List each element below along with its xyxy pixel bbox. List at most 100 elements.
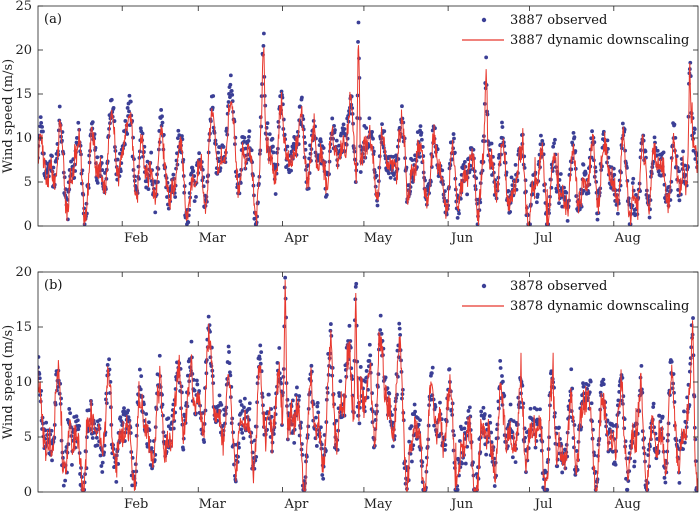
observed-point [560, 470, 565, 475]
observed-point [276, 120, 281, 124]
observed-point [612, 172, 617, 177]
y-tick-label: 25 [15, 0, 32, 14]
observed-point [506, 189, 511, 193]
observed-point [558, 172, 563, 176]
x-tick-label: Jun [449, 497, 474, 512]
observed-point [397, 321, 402, 326]
observed-point [229, 89, 234, 93]
observed-point [572, 423, 577, 427]
observed-point [420, 480, 425, 484]
observed-point [509, 175, 514, 180]
observed-point [100, 168, 105, 172]
observed-point [328, 322, 333, 326]
observed-point [115, 157, 120, 162]
observed-point [62, 175, 67, 180]
y-tick-label: 15 [15, 87, 32, 102]
x-tick-label: Jul [533, 497, 553, 512]
downscaling-line [38, 45, 698, 226]
y-axis-label: Wind speed (m/s) [1, 59, 16, 173]
observed-point [540, 138, 545, 143]
observed-point [51, 165, 56, 170]
observed-point [419, 137, 424, 142]
observed-point [242, 135, 247, 140]
observed-point [138, 387, 143, 392]
observed-point [378, 313, 383, 318]
observed-point [586, 383, 591, 387]
observed-point [259, 350, 264, 355]
observed-point [95, 180, 100, 185]
y-tick-label: 5 [24, 175, 32, 190]
observed-point [40, 124, 44, 129]
observed-point [39, 120, 44, 125]
observed-point [354, 281, 359, 286]
y-tick-label: 10 [15, 375, 32, 390]
observed-point [397, 326, 402, 331]
observed-point [557, 425, 561, 430]
observed-point [345, 136, 350, 141]
observed-point [357, 421, 362, 426]
observed-point [407, 439, 412, 444]
observed-point [128, 99, 133, 104]
observed-point [581, 384, 586, 389]
observed-point [266, 392, 271, 397]
x-tick-label: May [364, 497, 393, 512]
observed-point [374, 173, 379, 178]
observed-point [122, 406, 126, 410]
x-tick-label: Mar [199, 231, 227, 246]
observed-point [420, 145, 425, 149]
observed-point [386, 171, 391, 176]
observed-point [601, 382, 606, 387]
observed-point [228, 95, 232, 100]
observed-point [247, 135, 251, 139]
observed-point [593, 165, 598, 170]
observed-point [420, 460, 425, 464]
observed-point [192, 388, 197, 393]
observed-point [314, 136, 318, 141]
observed-point [367, 359, 372, 363]
observed-point [257, 356, 262, 361]
observed-point [643, 149, 648, 154]
observed-point [61, 483, 66, 488]
observed-point [149, 150, 154, 155]
y-tick-label: 5 [24, 430, 32, 445]
observed-point [630, 203, 635, 208]
observed-point [418, 124, 423, 129]
observed-point [524, 189, 528, 194]
observed-point [378, 328, 383, 332]
observed-point [395, 374, 400, 379]
observed-point [622, 426, 627, 431]
observed-point [672, 390, 676, 395]
observed-point [189, 339, 194, 344]
observed-point [467, 405, 472, 410]
observed-point [302, 135, 307, 139]
observed-point [175, 151, 179, 156]
observed-point [383, 375, 388, 380]
observed-point [324, 193, 329, 197]
observed-point [289, 168, 293, 173]
observed-point [184, 401, 189, 405]
observed-point [662, 475, 667, 480]
observed-point [41, 129, 45, 134]
observed-point [181, 157, 186, 162]
observed-point [692, 127, 697, 132]
observed-point [573, 149, 578, 153]
observed-point [581, 381, 585, 386]
observed-point [552, 141, 556, 146]
observed-point [194, 378, 199, 383]
observed-point [247, 406, 252, 411]
observed-point [239, 427, 244, 432]
observed-point [409, 424, 414, 429]
observed-point [554, 189, 559, 194]
observed-point [646, 447, 651, 452]
observed-point [80, 181, 84, 186]
observed-point [137, 367, 142, 372]
observed-point [267, 132, 272, 137]
observed-point [306, 186, 311, 191]
observed-point [109, 97, 114, 102]
observed-point [150, 182, 155, 187]
observed-point [44, 420, 49, 425]
observed-point [67, 407, 72, 411]
observed-point [328, 149, 332, 154]
observed-point [364, 369, 369, 373]
observed-point [418, 418, 422, 423]
